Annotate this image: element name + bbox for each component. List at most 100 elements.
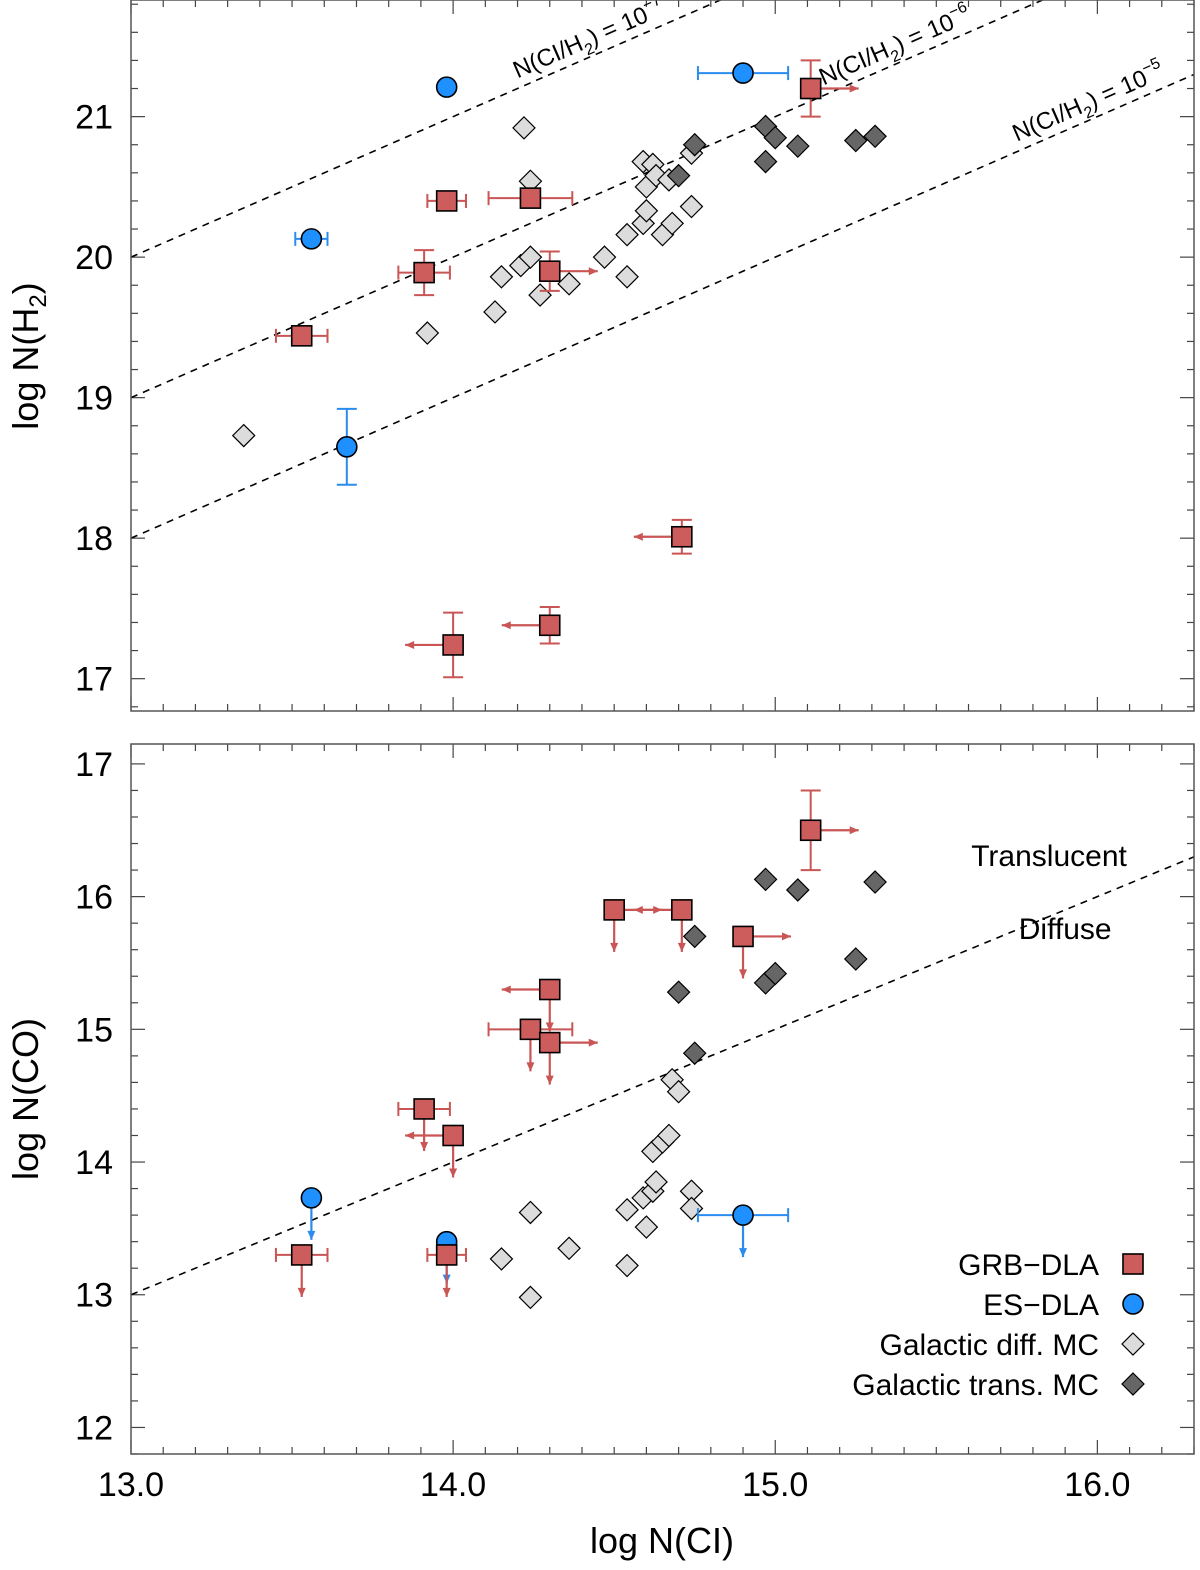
limit-arrow-head (633, 905, 643, 914)
co-panel-y-tick-labels: 12 13 14 15 16 17 (75, 746, 113, 1448)
x-tick-label: 16.0 (1064, 1466, 1130, 1504)
grb-dla-point (435, 190, 458, 212)
grb-dla-point (799, 77, 822, 100)
limit-arrow-head (588, 1038, 598, 1047)
galactic-diff-mc-point (660, 211, 685, 236)
limit-arrow-head (405, 1131, 415, 1140)
galactic-trans-mc-point (763, 125, 788, 150)
galactic-diff-mc-point (592, 245, 617, 269)
galactic-diff-mc-point (615, 1253, 639, 1278)
galactic-diff-mc-point (483, 300, 507, 324)
grb-dla-point (538, 260, 561, 282)
h2-panel-reference-lines (131, 0, 1194, 539)
limit-arrow-head (307, 1230, 316, 1240)
y-tick-label: 21 (75, 99, 113, 137)
reference-line (131, 0, 1045, 399)
limit-arrow-head (501, 985, 511, 994)
galactic-diff-mc-point (512, 116, 536, 140)
galactic-diff-mc-point (615, 264, 639, 289)
es-dla-point (732, 1204, 754, 1226)
galactic-trans-mc-point (863, 870, 887, 894)
reference-line (131, 856, 1194, 1296)
reference-line (131, 73, 1194, 539)
galactic-diff-mc-point (415, 321, 440, 345)
limit-arrow-head (739, 969, 748, 979)
galactic-diff-mc-point (679, 194, 704, 219)
grb-dla-point (290, 325, 313, 347)
galactic-trans-mc-point (666, 980, 691, 1005)
grb-dla-point (442, 634, 464, 656)
x-axis-title: log N(CI) (590, 1520, 734, 1561)
limit-arrow-head (849, 826, 859, 835)
galactic-trans-mc-point (843, 947, 868, 971)
y-tick-label: 17 (75, 661, 113, 699)
legend-marker (1122, 1253, 1144, 1275)
diffuse-label: Diffuse (1019, 913, 1112, 946)
grb-dla-point (435, 1244, 458, 1266)
legend-marker (1121, 1372, 1145, 1396)
limit-arrow-head (501, 621, 511, 630)
y-tick-label: 18 (75, 520, 113, 558)
limit-arrow-head (610, 942, 619, 952)
galactic-diff-mc-point (518, 1200, 543, 1225)
grb-dla-point (799, 819, 822, 842)
ratio-label-1e-7: N(CI/H2) = 10−7 (508, 0, 671, 89)
es-dla-point (435, 76, 458, 98)
grb-dla-point (732, 925, 754, 948)
limit-arrow-head (526, 1062, 535, 1072)
galactic-diff-mc-point (679, 1196, 704, 1221)
grb-dla-point (603, 899, 625, 921)
co-panel-region-labels: Translucent Diffuse (971, 840, 1127, 946)
ratio-label-1e-5: N(CI/H2) = 10−5 (1007, 55, 1170, 152)
x-tick-label: 15.0 (742, 1466, 808, 1504)
galactic-trans-mc-point (843, 128, 868, 153)
limit-arrow-head (545, 1075, 554, 1085)
co-panel-reference-line (131, 856, 1194, 1296)
h2-panel-ticks (130, 0, 1195, 711)
galactic-trans-mc-point (753, 149, 778, 174)
galactic-diff-mc-point (518, 1285, 543, 1310)
legend: GRB−DLA ES−DLA Galactic diff. MC Galactic t… (852, 1249, 1145, 1402)
es-dla-point (336, 436, 358, 458)
co-panel-points (274, 789, 887, 1310)
limit-arrow-head (782, 932, 792, 941)
galactic-trans-mc-point (682, 1041, 707, 1066)
legend-marker (1122, 1293, 1144, 1315)
galactic-diff-mc-point (615, 222, 639, 247)
galactic-trans-mc-point (682, 132, 707, 157)
limit-arrow-head (405, 640, 415, 649)
co-panel-ticks (130, 744, 1195, 1455)
limit-arrow-head (588, 267, 598, 276)
y-tick-label: 16 (75, 879, 113, 917)
y-tick-label: 17 (75, 746, 113, 784)
grb-dla-point (519, 187, 542, 209)
limit-arrow-head (442, 1287, 451, 1297)
co-panel-y-axis-title: log N(CO) (5, 1018, 46, 1180)
limit-arrow-head (297, 1287, 306, 1297)
legend-marker (1121, 1332, 1145, 1356)
es-dla-point (300, 228, 323, 250)
galactic-diff-mc-point (557, 1236, 581, 1261)
galactic-diff-mc-point (489, 264, 514, 289)
galactic-diff-mc-point (557, 271, 581, 296)
translucent-label: Translucent (971, 840, 1127, 873)
h2-panel-y-axis-title: log N(H2) (5, 282, 52, 429)
galactic-trans-mc-point (753, 867, 778, 892)
limit-arrow-head (420, 1141, 429, 1151)
grb-dla-point (413, 261, 435, 284)
limit-arrow-head (449, 1168, 458, 1178)
galactic-trans-mc-point (682, 924, 707, 949)
h2-panel-reference-labels: N(CI/H2) = 10−7 N(CI/H2) = 10−6 N(CI/H2)… (508, 0, 1170, 152)
y-tick-label: 14 (75, 1144, 113, 1182)
es-dla-point (300, 1187, 323, 1209)
h2-panel-y-tick-labels: 17 18 19 20 21 (75, 99, 113, 699)
grb-dla-point (671, 899, 693, 921)
grb-dla-point (413, 1098, 435, 1120)
co-panel-frame (130, 743, 1195, 1455)
legend-label: ES−DLA (983, 1289, 1099, 1322)
x-tick-label: 14.0 (420, 1466, 486, 1504)
galactic-diff-mc-point (489, 1247, 514, 1271)
galactic-diff-mc-point (657, 1123, 681, 1148)
galactic-diff-mc-point (634, 1215, 659, 1239)
